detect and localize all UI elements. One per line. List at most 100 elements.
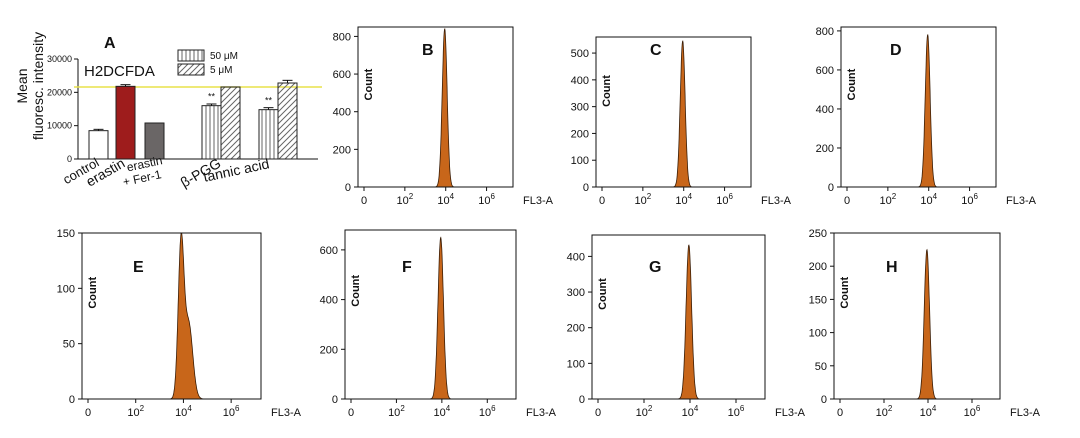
x-tick-label: 106 xyxy=(223,404,240,419)
y-tick-label: 0 xyxy=(828,182,834,194)
plot-frame xyxy=(81,232,262,400)
x-tick-label: 0 xyxy=(844,195,850,207)
bar xyxy=(258,109,279,160)
bar xyxy=(144,122,165,160)
x-tick-label: 102 xyxy=(876,404,893,419)
y-axis-label: Count xyxy=(839,277,851,309)
y-tick-label: 200 xyxy=(567,323,585,335)
bar xyxy=(115,85,136,160)
y-tick-label: 200 xyxy=(333,144,351,156)
y-tick-label: 500 xyxy=(571,48,589,60)
histogram-panel-d: 0 200 400 600 800 0 102 104 106 FL3-A Count D xyxy=(816,26,1037,207)
panel-letter: B xyxy=(422,42,434,59)
x-tick-label: 102 xyxy=(635,192,652,207)
significance-mark: ** xyxy=(265,96,273,106)
y-tick-label: 400 xyxy=(567,251,585,263)
y-axis-label: Count xyxy=(363,68,375,100)
x-tick-label: 102 xyxy=(397,192,414,207)
y-axis-label: Count xyxy=(601,75,613,107)
y-tick-label: 600 xyxy=(333,69,351,81)
y-tick-label: 30000 xyxy=(47,54,72,64)
x-axis-label: FL3-A xyxy=(761,195,792,207)
histogram-panel-f: 0 200 400 600 0 102 104 106 FL3-A Count F xyxy=(320,229,557,419)
y-axis-label: fluoresc. intensity xyxy=(30,32,46,140)
y-tick-label: 0 xyxy=(579,394,585,406)
y-tick-label: 200 xyxy=(571,128,589,140)
y-tick-label: 200 xyxy=(320,344,338,356)
x-tick-label: 104 xyxy=(920,192,937,207)
histogram-area-c xyxy=(658,40,716,188)
x-axis-label: FL3-A xyxy=(1010,407,1041,419)
x-tick-label: 104 xyxy=(675,192,692,207)
y-axis-label: Count xyxy=(87,277,99,309)
y-tick-label: 0 xyxy=(821,394,827,406)
x-tick-label: 104 xyxy=(175,404,192,419)
legend-label: 5 μM xyxy=(210,65,232,76)
x-tick-label: 102 xyxy=(636,404,653,419)
histogram-panel-c: 0 100 200 300 400 500 0 102 104 106 FL3-A Count C xyxy=(571,36,792,207)
legend-swatch xyxy=(177,63,205,76)
plot-frame xyxy=(357,26,514,188)
y-tick-label: 100 xyxy=(809,328,827,340)
y-tick-label: 200 xyxy=(816,143,834,155)
y-axis-label: Count xyxy=(350,275,362,307)
x-tick-label: 102 xyxy=(880,192,897,207)
y-tick-label: 800 xyxy=(333,31,351,43)
y-tick-label: 150 xyxy=(809,294,827,306)
y-tick-label: 100 xyxy=(567,358,585,370)
histogram-panel-h: 0 50 100 150 200 250 0 102 104 106 FL3-A Count H xyxy=(809,228,1041,419)
y-tick-label: 100 xyxy=(57,283,75,295)
y-tick-label: 200 xyxy=(809,261,827,273)
x-tick-label: 104 xyxy=(434,404,451,419)
x-axis-label: FL3-A xyxy=(271,407,302,419)
y-tick-label: 0 xyxy=(345,182,351,194)
plot-frame xyxy=(840,26,997,188)
x-tick-label: 106 xyxy=(479,404,496,419)
panel-letter: G xyxy=(649,259,661,276)
y-tick-label: 600 xyxy=(816,65,834,77)
x-tick-label: 104 xyxy=(920,404,937,419)
y-tick-label: 150 xyxy=(57,228,75,240)
legend: 50 μM 5 μM xyxy=(177,49,238,76)
x-tick-label: 106 xyxy=(964,404,981,419)
histogram-area-e xyxy=(152,232,220,400)
x-tick-label: 106 xyxy=(478,192,495,207)
x-tick-label: 0 xyxy=(85,407,91,419)
histogram-area-g xyxy=(661,244,726,400)
x-tick-label: 102 xyxy=(127,404,144,419)
y-tick-label: 400 xyxy=(320,295,338,307)
histogram-panel-e: 0 50 100 150 0 102 104 106 FL3-A Count E xyxy=(57,228,302,419)
x-axis-label: FL3-A xyxy=(523,195,554,207)
x-axis-label: FL3-A xyxy=(1006,195,1037,207)
panel-letter: H xyxy=(886,259,898,276)
y-axis-label: Count xyxy=(597,278,609,310)
panel-letter: D xyxy=(890,42,902,59)
y-tick-label: 400 xyxy=(816,104,834,116)
y-tick-label: 250 xyxy=(809,228,827,240)
bar xyxy=(220,86,241,160)
y-tick-label: 300 xyxy=(567,287,585,299)
y-tick-label: 10000 xyxy=(47,121,72,131)
x-tick-label: 104 xyxy=(682,404,699,419)
y-tick-label: 0 xyxy=(69,394,75,406)
plot-frame xyxy=(591,234,766,400)
y-axis-label: Mean xyxy=(14,68,30,103)
legend-label: 50 μM xyxy=(210,51,238,62)
chart-title: H2DCFDA xyxy=(84,63,155,80)
y-tick-label: 100 xyxy=(571,155,589,167)
x-tick-label: 0 xyxy=(348,407,354,419)
histogram-area-d xyxy=(903,33,961,188)
bar xyxy=(277,82,298,160)
legend-swatch xyxy=(177,49,205,62)
panel-letter: F xyxy=(402,259,412,276)
y-tick-label: 0 xyxy=(332,394,338,406)
panel-letter: E xyxy=(133,259,144,276)
y-tick-label: 600 xyxy=(320,245,338,257)
y-axis-label: Count xyxy=(846,68,858,100)
x-tick-label: 104 xyxy=(437,192,454,207)
x-tick-label: 0 xyxy=(361,195,367,207)
x-tick-label: 0 xyxy=(595,407,601,419)
bar xyxy=(201,105,222,160)
histogram-panel-g: 0 100 200 300 400 0 102 104 106 FL3-A Count G xyxy=(567,234,806,419)
